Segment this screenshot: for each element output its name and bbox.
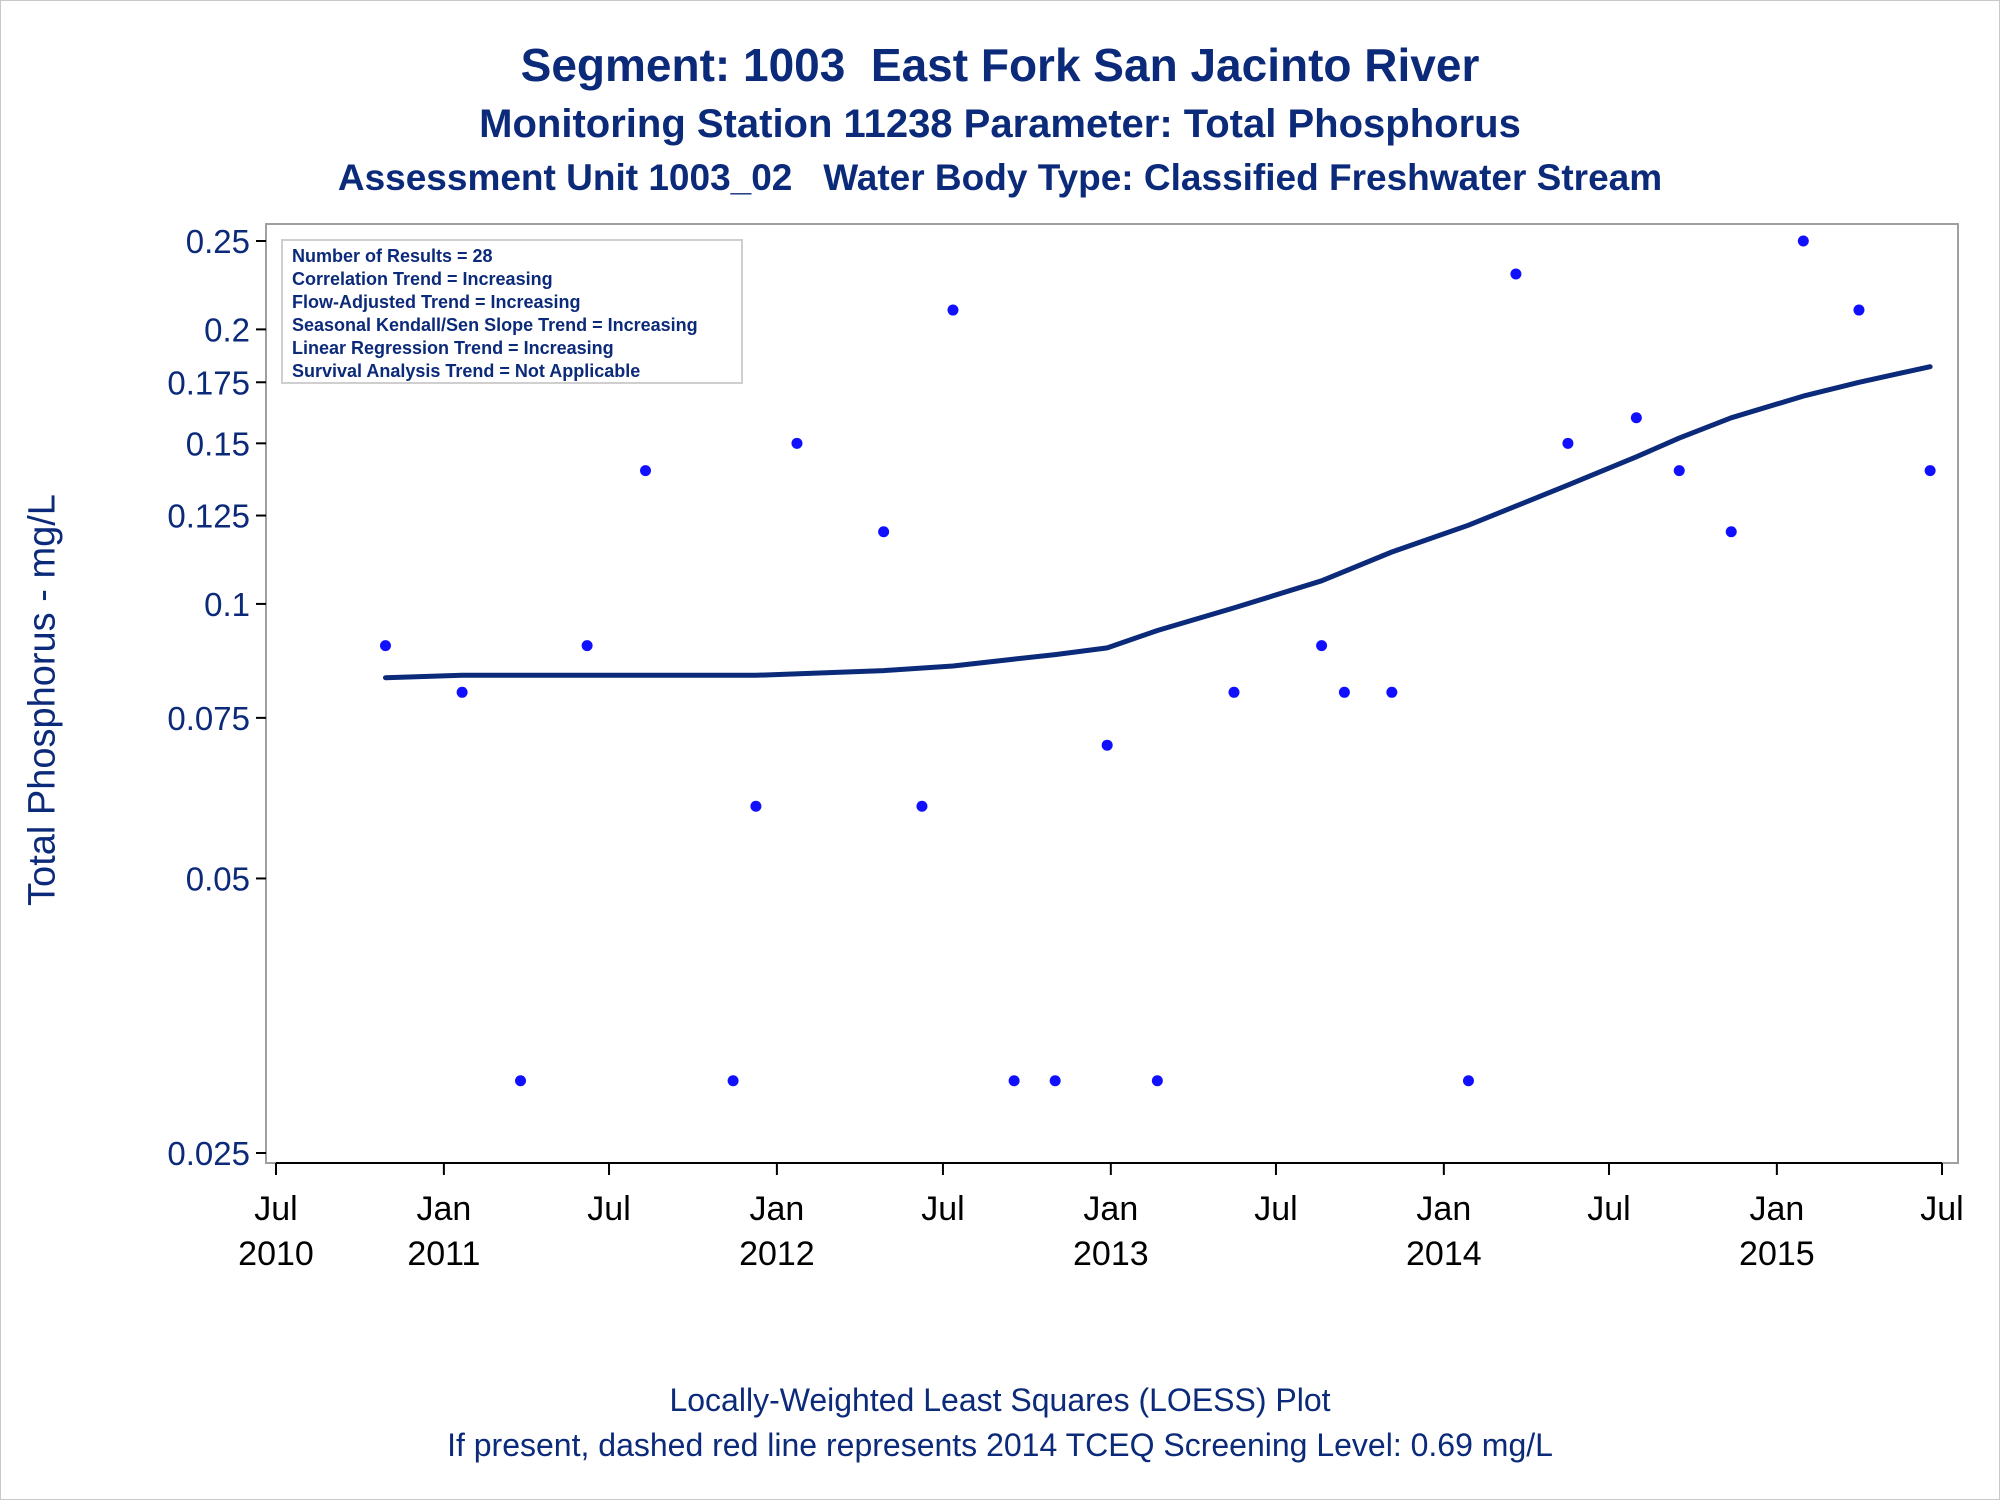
chart-subtitle: Monitoring Station 11238 Parameter: Tota…	[479, 102, 1521, 146]
x-tick-label-month: Jan	[1083, 1190, 1138, 1228]
chart-subtitle-2: Assessment Unit 1003_02 Water Body Type:…	[337, 157, 1663, 198]
x-tick-label-month: Jul	[254, 1190, 297, 1228]
data-point	[1853, 304, 1865, 316]
x-tick-label-year: 2011	[407, 1235, 480, 1273]
data-point	[1924, 465, 1936, 477]
data-point	[379, 640, 391, 652]
legend-line-correlation: Correlation Trend = Increasing	[292, 269, 553, 289]
x-tick-label-month: Jan	[416, 1190, 471, 1228]
x-tick-label-month: Jan	[1749, 1190, 1804, 1228]
legend-line-flow-adjusted: Flow-Adjusted Trend = Increasing	[292, 292, 581, 312]
y-tick-label: 0.2	[204, 311, 250, 348]
data-point	[1151, 1075, 1163, 1087]
data-point	[1462, 1075, 1474, 1087]
legend-line-linear-regression: Linear Regression Trend = Increasing	[292, 338, 614, 358]
data-point	[1725, 526, 1737, 538]
data-point	[581, 640, 593, 652]
data-point	[1386, 686, 1398, 698]
y-tick-label: 0.125	[167, 498, 250, 535]
loess-curve	[383, 364, 1933, 681]
data-point	[916, 800, 928, 812]
data-point	[727, 1075, 739, 1087]
data-point	[878, 526, 890, 538]
data-point	[1049, 1075, 1061, 1087]
legend-line-results: Number of Results = 28	[292, 246, 493, 266]
data-point	[640, 465, 652, 477]
legend-line-seasonal-kendall: Seasonal Kendall/Sen Slope Trend = Incre…	[292, 315, 698, 335]
x-tick-label-month: Jul	[1587, 1190, 1630, 1228]
legend-line-survival: Survival Analysis Trend = Not Applicable	[292, 361, 641, 381]
data-point	[1510, 268, 1522, 280]
x-tick-label-year: 2015	[1739, 1235, 1815, 1273]
x-tick-label-month: Jan	[749, 1190, 804, 1228]
data-point	[1797, 235, 1809, 247]
footnote-screening-level: If present, dashed red line represents 2…	[447, 1427, 1553, 1463]
data-point	[750, 800, 762, 812]
chart-title: Segment: 1003 East Fork San Jacinto Rive…	[520, 39, 1480, 91]
data-point	[1338, 686, 1350, 698]
data-point	[1008, 1075, 1020, 1087]
x-tick-label-month: Jul	[587, 1190, 630, 1228]
data-point	[1228, 686, 1240, 698]
x-tick-label-year: 2014	[1406, 1235, 1482, 1273]
trend-legend: Number of Results = 28 Correlation Trend…	[281, 239, 743, 384]
y-tick-label: 0.025	[167, 1135, 250, 1172]
data-point	[1673, 465, 1685, 477]
y-tick-label: 0.05	[186, 860, 250, 897]
data-point	[791, 437, 803, 449]
x-tick-label-month: Jul	[921, 1190, 964, 1228]
data-point	[1316, 640, 1328, 652]
data-point	[1101, 739, 1113, 751]
x-tick-label-year: 2010	[238, 1235, 314, 1273]
y-tick-label: 0.1	[204, 586, 250, 623]
data-point	[515, 1075, 527, 1087]
x-tick-label-year: 2013	[1073, 1235, 1149, 1273]
x-tick-label-month: Jul	[1254, 1190, 1297, 1228]
x-tick-label-month: Jul	[1920, 1190, 1963, 1228]
y-tick-label: 0.075	[167, 700, 250, 737]
footnote-loess: Locally-Weighted Least Squares (LOESS) P…	[669, 1382, 1331, 1418]
y-tick-label: 0.25	[186, 223, 250, 260]
data-point	[1562, 437, 1574, 449]
data-point	[1630, 412, 1642, 424]
x-tick-label-year: 2012	[739, 1235, 815, 1273]
data-point	[456, 686, 468, 698]
y-tick-label: 0.15	[186, 425, 250, 462]
x-tick-label-month: Jan	[1416, 1190, 1471, 1228]
y-tick-label: 0.175	[167, 364, 250, 401]
data-point	[947, 304, 959, 316]
